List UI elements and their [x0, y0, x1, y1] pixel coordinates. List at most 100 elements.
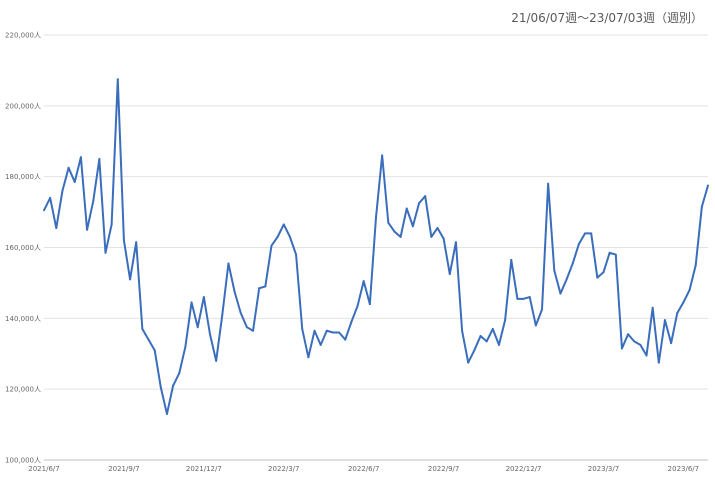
x-tick-label: 2021/6/7: [28, 465, 59, 473]
data-point: [504, 319, 507, 322]
data-point: [485, 340, 488, 343]
data-point: [473, 349, 476, 352]
data-point: [590, 232, 593, 235]
x-tick-label: 2022/12/7: [506, 465, 542, 473]
data-point: [153, 349, 156, 352]
data-point: [510, 258, 513, 261]
data-point: [602, 271, 605, 274]
data-point: [233, 290, 236, 293]
data-point: [73, 180, 76, 183]
data-point: [147, 338, 150, 341]
data-point: [424, 195, 427, 198]
data-point: [245, 326, 248, 329]
data-point: [663, 319, 666, 322]
data-point: [172, 384, 175, 387]
data-point: [227, 262, 230, 265]
data-point: [639, 343, 642, 346]
data-point: [356, 304, 359, 307]
y-tick-label: 120,000人: [5, 386, 41, 394]
data-point: [288, 235, 291, 238]
data-point: [633, 340, 636, 343]
data-point: [61, 189, 64, 192]
data-point: [620, 347, 623, 350]
data-point: [461, 329, 464, 332]
data-point: [350, 320, 353, 323]
data-point: [178, 372, 181, 375]
data-point: [258, 287, 261, 290]
data-point: [596, 276, 599, 279]
data-point: [209, 333, 211, 336]
data-point: [110, 223, 113, 226]
data-point: [577, 242, 580, 245]
data-point: [651, 306, 654, 309]
data-point: [700, 205, 703, 208]
data-point: [547, 182, 550, 185]
data-point: [436, 227, 439, 230]
data-point: [553, 269, 556, 272]
data-point: [331, 331, 334, 334]
y-tick-label: 220,000人: [5, 32, 41, 40]
data-point: [442, 237, 445, 240]
data-point: [608, 251, 611, 254]
data-point: [98, 157, 101, 160]
data-point: [344, 338, 347, 341]
data-point: [688, 289, 691, 291]
data-point: [159, 386, 162, 389]
x-tick-label: 2023/6/7: [668, 465, 699, 473]
data-point: [534, 324, 537, 327]
data-point: [295, 253, 298, 256]
data-point: [657, 361, 660, 364]
data-point: [165, 412, 168, 415]
data-point: [79, 156, 82, 159]
data-point: [221, 313, 224, 316]
data-point: [375, 216, 377, 219]
data-point: [252, 329, 255, 332]
y-tick-label: 100,000人: [5, 457, 41, 465]
data-point: [202, 296, 205, 299]
x-tick-label: 2023/3/7: [588, 465, 619, 473]
data-point: [313, 329, 316, 332]
data-point: [92, 200, 95, 203]
data-point: [264, 285, 267, 288]
data-point: [682, 301, 685, 304]
data-point: [43, 209, 45, 212]
data-point: [387, 221, 390, 224]
data-point: [86, 228, 89, 231]
data-point: [67, 166, 70, 169]
data-point: [362, 280, 365, 283]
data-point: [627, 333, 630, 336]
data-point: [122, 239, 125, 242]
data-point: [559, 292, 562, 295]
gridlines: [44, 34, 708, 461]
data-point: [381, 154, 384, 157]
data-point: [301, 327, 304, 330]
data-point: [184, 345, 187, 348]
data-point: [129, 278, 132, 281]
data-point: [325, 329, 328, 332]
y-tick-label: 180,000人: [5, 173, 41, 181]
data-point: [270, 244, 273, 247]
data-point: [104, 251, 107, 254]
data-point: [614, 253, 617, 256]
data-point: [215, 359, 218, 362]
data-point: [405, 207, 408, 210]
data-point: [645, 354, 648, 357]
data-point: [196, 326, 199, 329]
data-point: [522, 297, 525, 300]
data-point: [307, 356, 310, 359]
x-tick-label: 2021/9/7: [108, 465, 139, 473]
data-point: [399, 235, 402, 238]
x-tick-label: 2022/9/7: [428, 465, 459, 473]
data-point: [276, 235, 279, 238]
data-point: [491, 327, 494, 330]
data-point: [368, 303, 371, 306]
y-tick-label: 200,000人: [5, 102, 41, 110]
data-point: [338, 331, 341, 334]
data-point: [319, 343, 322, 346]
data-point: [467, 361, 470, 364]
data-point: [116, 78, 119, 81]
y-tick-label: 160,000人: [5, 244, 41, 252]
data-point: [282, 223, 285, 226]
data-point: [393, 230, 396, 233]
